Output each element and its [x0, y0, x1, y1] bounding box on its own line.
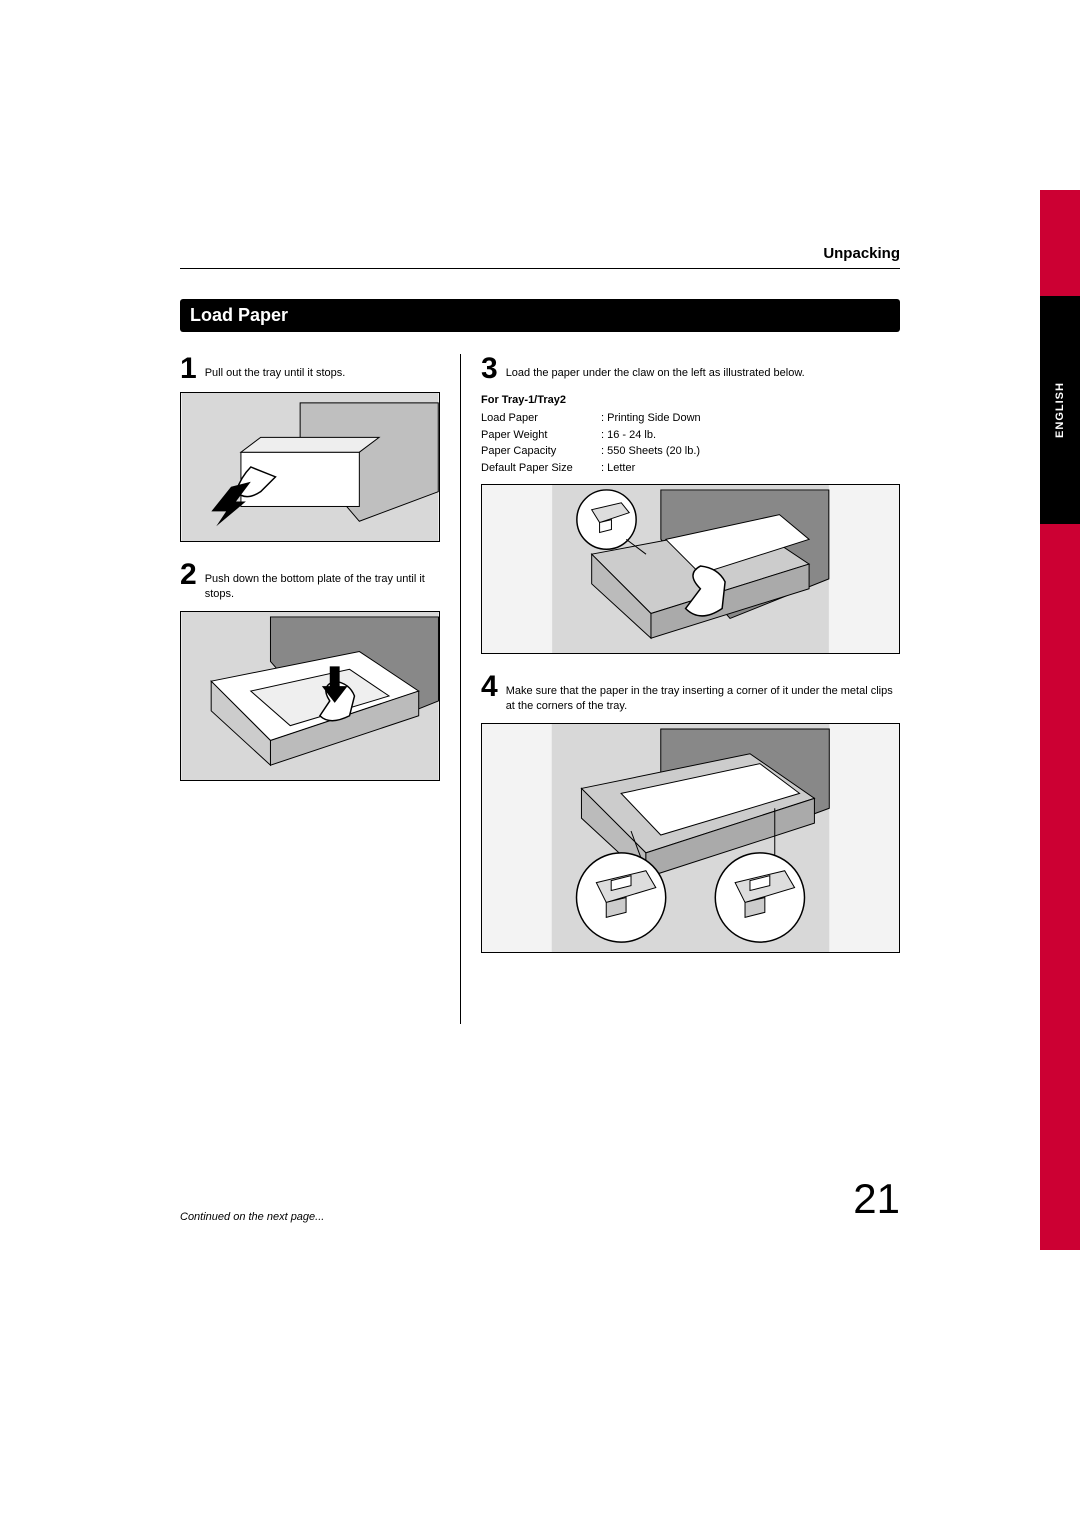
step-1-number: 1 [180, 354, 197, 384]
step-2-diagram [180, 611, 440, 781]
step-4-diagram [481, 723, 900, 953]
page-number: 21 [853, 1175, 900, 1223]
tray-spec-heading: For Tray-1/Tray2 [481, 394, 900, 406]
tray-spec-table: Load Paper Printing Side Down Paper Weig… [481, 410, 900, 476]
column-right: 3 Load the paper under the claw on the l… [481, 354, 900, 1024]
side-tab-language: ENGLISH [1040, 296, 1080, 524]
spec-value: Letter [601, 460, 635, 477]
table-row: Paper Weight 16 - 24 lb. [481, 427, 900, 444]
table-row: Paper Capacity 550 Sheets (20 lb.) [481, 443, 900, 460]
page-title: Load Paper [180, 299, 900, 332]
step-4-number: 4 [481, 672, 498, 702]
column-left: 1 Pull out the tray until it stops. [180, 354, 440, 1024]
step-2-text: Push down the bottom plate of the tray u… [205, 560, 440, 603]
section-label: Unpacking [823, 245, 900, 262]
header-row: Unpacking [180, 245, 900, 269]
column-divider [460, 354, 461, 1024]
step-1-diagram [180, 392, 440, 542]
table-row: Default Paper Size Letter [481, 460, 900, 477]
step-3-number: 3 [481, 354, 498, 384]
table-row: Load Paper Printing Side Down [481, 410, 900, 427]
spec-label: Paper Weight [481, 427, 601, 444]
page-content: Unpacking Load Paper 1 Pull out the tray… [180, 245, 900, 1024]
step-2-number: 2 [180, 560, 197, 590]
spec-value: Printing Side Down [601, 410, 701, 427]
step-3-text: Load the paper under the claw on the lef… [506, 354, 805, 381]
spec-label: Load Paper [481, 410, 601, 427]
footer: Continued on the next page... 21 [180, 1175, 900, 1223]
spec-value: 16 - 24 lb. [601, 427, 656, 444]
columns: 1 Pull out the tray until it stops. [180, 354, 900, 1024]
step-4: 4 Make sure that the paper in the tray i… [481, 672, 900, 953]
continued-label: Continued on the next page... [180, 1211, 324, 1223]
spec-label: Paper Capacity [481, 443, 601, 460]
step-3-diagram [481, 484, 900, 654]
step-1: 1 Pull out the tray until it stops. [180, 354, 440, 542]
side-tab-label: ENGLISH [1054, 382, 1066, 438]
step-4-text: Make sure that the paper in the tray ins… [506, 672, 900, 715]
step-3: 3 Load the paper under the claw on the l… [481, 354, 900, 654]
spec-label: Default Paper Size [481, 460, 601, 477]
step-2: 2 Push down the bottom plate of the tray… [180, 560, 440, 781]
spec-value: 550 Sheets (20 lb.) [601, 443, 700, 460]
step-1-text: Pull out the tray until it stops. [205, 354, 346, 381]
